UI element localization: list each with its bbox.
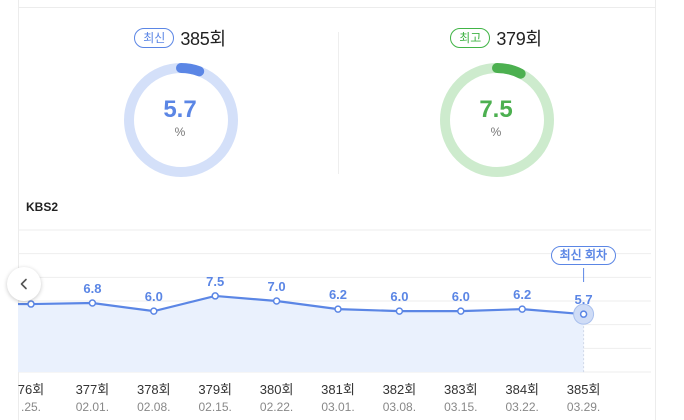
x-tick-episode: 378회 (137, 382, 171, 397)
x-tick-episode: 384회 (505, 382, 539, 397)
x-tick-episode: 379회 (198, 382, 232, 397)
card-top-divider (18, 7, 656, 8)
chart-point[interactable] (28, 301, 34, 307)
best-episode: 379회 (496, 25, 541, 51)
chart-point[interactable] (458, 308, 464, 314)
latest-rating-value: 5.7 (80, 96, 280, 124)
chart-value-label: 6.0 (145, 289, 163, 304)
best-badge: 최고 (450, 28, 490, 48)
chart-point[interactable] (519, 306, 525, 312)
chart-point[interactable] (396, 308, 402, 314)
chart-value-label: 7.0 (268, 279, 286, 294)
x-tick-date: .25. (21, 400, 41, 414)
latest-rating-header: 최신 385회 (80, 22, 280, 54)
chart-value-label: 6.2 (513, 287, 531, 302)
x-tick-date: 02.01. (76, 400, 109, 414)
latest-rating-unit: % (80, 125, 280, 139)
x-tick-date: 02.22. (260, 400, 293, 414)
latest-badge: 최신 (134, 28, 174, 48)
chart-point[interactable] (335, 306, 341, 312)
chart-value-label: 6.0 (390, 289, 408, 304)
latest-rating-summary: 최신 385회 5.7 % (80, 22, 280, 182)
chart-point[interactable] (89, 300, 95, 306)
x-tick-episode: 381회 (321, 382, 355, 397)
x-tick-episode: 377회 (76, 382, 110, 397)
chart-value-label: 6.0 (452, 289, 470, 304)
rating-trend-chart: 6.8 6.0 7.5 7.0 6.2 6.0 6.0 6.2 5.7 76회 .25. 377회 02… (0, 214, 684, 420)
x-tick-date: 03.01. (321, 400, 354, 414)
x-tick-episode: 76회 (18, 382, 44, 397)
chart-point[interactable] (274, 298, 280, 304)
best-rating-summary: 최고 379회 7.5 % (396, 22, 596, 182)
chart-prev-button[interactable] (7, 267, 41, 301)
chart-point[interactable] (212, 293, 218, 299)
best-rating-value: 7.5 (396, 96, 596, 124)
x-tick-episode: 383회 (444, 382, 478, 397)
x-tick-episode: 385회 (567, 382, 601, 397)
channel-label: KBS2 (26, 200, 58, 214)
best-rating-unit: % (396, 125, 596, 139)
chart-value-label: 6.2 (329, 287, 347, 302)
chart-value-label: 5.7 (575, 292, 593, 307)
x-tick-episode: 382회 (383, 382, 417, 397)
latest-episode-tag: 최신 회차 (551, 246, 617, 265)
chevron-left-icon (18, 278, 30, 290)
x-tick-date: 02.15. (199, 400, 232, 414)
x-tick-episode: 380회 (260, 382, 294, 397)
chart-point[interactable] (581, 311, 587, 317)
x-tick-date: 03.08. (383, 400, 416, 414)
summary-divider (338, 32, 339, 174)
chart-area (18, 296, 584, 372)
x-tick-date: 03.22. (506, 400, 539, 414)
chart-value-label: 6.8 (83, 281, 101, 296)
best-rating-header: 최고 379회 (396, 22, 596, 54)
x-tick-date: 02.08. (137, 400, 170, 414)
x-tick-date: 03.15. (444, 400, 477, 414)
chart-point[interactable] (151, 308, 157, 314)
chart-value-label: 7.5 (206, 274, 224, 289)
latest-episode: 385회 (180, 25, 225, 51)
x-tick-date: 03.29. (567, 400, 600, 414)
